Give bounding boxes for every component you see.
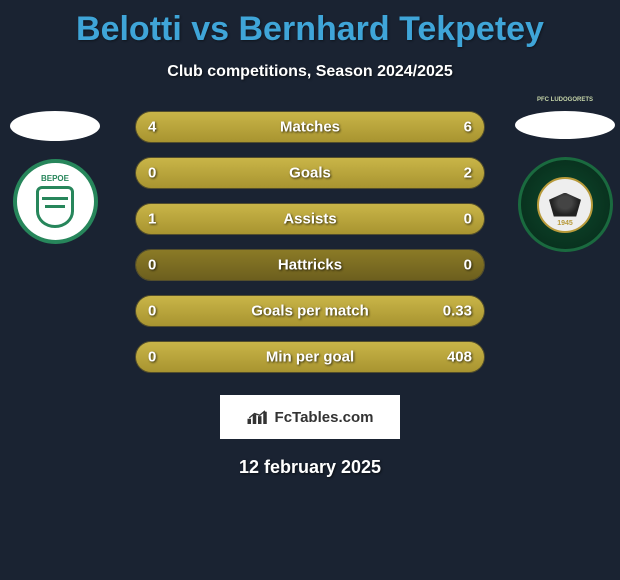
comparison-content: BEPOE PFC LUDOGORETS 1945 4 Matches 6 0 Goal… xyxy=(0,111,620,478)
stat-value-left: 0 xyxy=(148,303,156,320)
stat-value-right: 408 xyxy=(447,349,472,366)
stat-label: Matches xyxy=(280,119,340,136)
stat-fill-left-fill xyxy=(136,112,275,142)
shield-icon xyxy=(36,186,74,228)
site-badge: FcTables.com xyxy=(220,395,400,439)
club-badge-right: PFC LUDOGORETS 1945 xyxy=(518,157,613,252)
stat-value-left: 0 xyxy=(148,257,156,274)
stat-row: 1 Assists 0 xyxy=(135,203,485,235)
player-right-avatar-placeholder xyxy=(515,111,615,139)
stat-row: 0 Min per goal 408 xyxy=(135,341,485,373)
player-left-column: BEPOE xyxy=(10,111,100,244)
stat-value-right: 0 xyxy=(464,211,472,228)
stats-list: 4 Matches 6 0 Goals 2 1 Assists 0 0 Hattricks 0 0 Goa… xyxy=(135,111,485,373)
footer-date: 12 february 2025 xyxy=(0,457,620,478)
stat-row: 0 Hattricks 0 xyxy=(135,249,485,281)
stat-value-left: 1 xyxy=(148,211,156,228)
stat-row: 0 Goals per match 0.33 xyxy=(135,295,485,327)
stat-row: 4 Matches 6 xyxy=(135,111,485,143)
club-badge-right-text: PFC LUDOGORETS xyxy=(520,97,610,103)
player-left-avatar-placeholder xyxy=(10,111,100,141)
stat-label: Hattricks xyxy=(278,257,342,274)
stat-label: Min per goal xyxy=(266,349,354,366)
stat-label: Goals xyxy=(289,165,331,182)
page-subtitle: Club competitions, Season 2024/2025 xyxy=(0,63,620,81)
stat-value-left: 4 xyxy=(148,119,156,136)
chart-icon xyxy=(247,410,269,424)
stat-label: Goals per match xyxy=(251,303,369,320)
page-title: Belotti vs Bernhard Tekpetey xyxy=(0,0,620,49)
eagle-icon xyxy=(549,193,581,217)
stat-value-right: 0 xyxy=(464,257,472,274)
stat-value-right: 0.33 xyxy=(443,303,472,320)
stat-value-left: 0 xyxy=(148,349,156,366)
stat-row: 0 Goals 2 xyxy=(135,157,485,189)
player-right-column: PFC LUDOGORETS 1945 xyxy=(520,111,610,252)
club-badge-right-inner: 1945 xyxy=(537,177,593,233)
club-badge-left: BEPOE xyxy=(13,159,98,244)
site-badge-text: FcTables.com xyxy=(275,409,374,426)
club-badge-left-text: BEPOE xyxy=(41,175,69,184)
stat-fill-left xyxy=(136,112,275,142)
club-badge-right-year: 1945 xyxy=(557,220,573,227)
stat-value-right: 6 xyxy=(464,119,472,136)
stat-value-right: 2 xyxy=(464,165,472,182)
stat-label: Assists xyxy=(283,211,336,228)
stat-value-left: 0 xyxy=(148,165,156,182)
